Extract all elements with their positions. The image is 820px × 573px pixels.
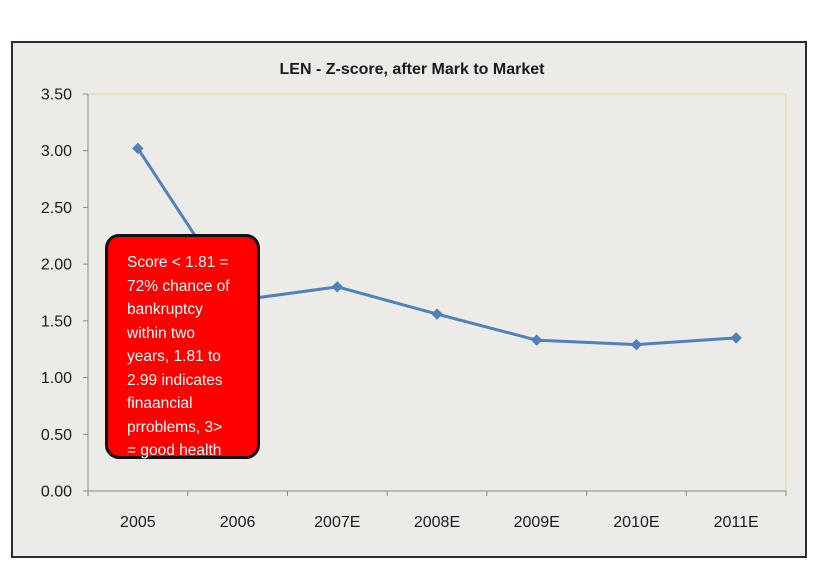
y-tick-label: 3.00: [41, 143, 72, 160]
annotation-line: = good health: [127, 442, 222, 459]
y-tick-label: 3.50: [41, 87, 72, 104]
annotation-callout: Score < 1.81 = 72% chance of bankruptcy …: [105, 234, 260, 459]
data-point-marker: [630, 338, 643, 351]
x-tick-label: 2011E: [714, 514, 759, 531]
annotation-line: prroblems, 3>: [127, 418, 223, 436]
y-tick-label: 2.50: [41, 200, 72, 217]
y-tick-label: 2.00: [41, 257, 72, 274]
x-tick-label: 2006: [220, 514, 256, 531]
x-tick-label: 2010E: [613, 514, 659, 531]
data-point-marker: [431, 308, 443, 320]
annotation-line: within two: [127, 324, 196, 342]
annotation-line: 72% chance of: [127, 277, 230, 295]
chart-title: LEN - Z-score, after Mark to Market: [280, 61, 546, 78]
y-tick-label: 1.00: [41, 370, 72, 387]
annotation-line: 2.99 indicates: [127, 371, 223, 389]
data-point-marker: [531, 334, 543, 346]
y-tick-label: 0.00: [41, 484, 72, 501]
x-tick-label: 2008E: [414, 514, 460, 531]
data-point-marker: [730, 332, 742, 344]
data-point-marker: [132, 142, 144, 155]
annotation-line: years, 1.81 to: [127, 348, 221, 365]
x-tick-label: 2009E: [514, 514, 560, 531]
data-point-marker: [331, 281, 343, 293]
annotation-line: finaancial: [127, 395, 193, 412]
x-tick-label: 2005: [120, 514, 156, 531]
y-tick-label: 0.50: [41, 427, 72, 444]
x-tick-label: 2007E: [314, 514, 360, 531]
annotation-line: bankruptcy: [127, 301, 203, 318]
y-tick-label: 1.50: [41, 313, 72, 330]
annotation-line: Score < 1.81 =: [127, 254, 229, 271]
